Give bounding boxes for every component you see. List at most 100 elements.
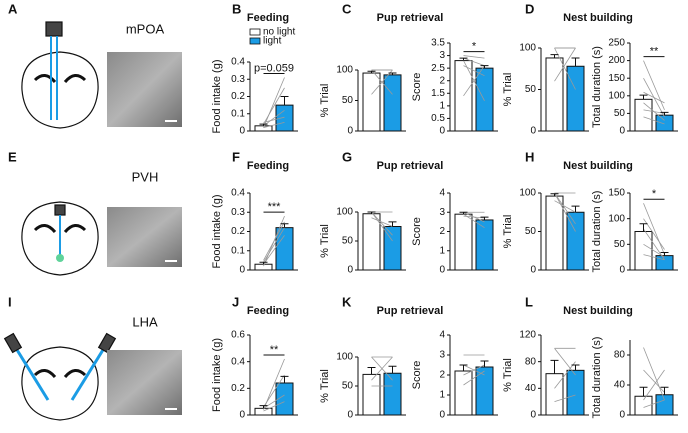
- region-label: mPOA: [126, 21, 165, 36]
- y-tick-label: 0.1: [231, 245, 245, 256]
- bar: [634, 98, 653, 132]
- error-bar: [571, 57, 580, 67]
- y-axis-label: % Trial: [502, 358, 514, 392]
- panel-title: Feeding: [247, 12, 289, 24]
- y-tick-label: 40: [525, 383, 537, 394]
- subject-line: [263, 227, 285, 263]
- brain-diagram: [3, 21, 117, 421]
- y-axis-label: Food intake (g): [211, 60, 223, 134]
- panel-title: Pup retrieval: [377, 12, 444, 24]
- bar: [362, 72, 381, 132]
- y-axis-label: Food intake (g): [211, 195, 223, 269]
- subject-line: [643, 369, 665, 393]
- subject-line: [643, 254, 665, 261]
- y-tick-label: 80: [614, 350, 626, 361]
- panel-title: Pup retrieval: [377, 305, 444, 317]
- panel-letter: F: [232, 149, 240, 164]
- y-tick-label: 100: [336, 352, 353, 363]
- y-tick-label: 2: [439, 226, 445, 237]
- error-bar: [259, 261, 268, 265]
- panel-letter: K: [342, 294, 352, 309]
- y-tick-label: 4: [439, 330, 445, 341]
- y-tick-label: 100: [519, 188, 536, 199]
- y-tick-label: 0: [347, 410, 353, 421]
- subject-line: [371, 217, 393, 227]
- bar: [655, 114, 674, 132]
- y-tick-label: 0: [530, 265, 536, 276]
- y-tick-label: 0: [619, 126, 625, 137]
- subject-line: [463, 370, 485, 386]
- y-tick-label: 100: [519, 43, 536, 54]
- significance-label: **: [650, 46, 659, 58]
- y-tick-label: 1: [439, 100, 445, 111]
- y-tick-label: 0: [439, 126, 445, 137]
- y-tick-label: 0.2: [231, 91, 245, 102]
- y-tick-label: 0: [530, 410, 536, 421]
- y-tick-label: 100: [608, 213, 625, 224]
- region-label: PVH: [132, 169, 159, 184]
- y-tick-label: 3: [439, 50, 445, 61]
- y-tick-label: 0.3: [231, 74, 245, 85]
- significance-label: **: [270, 344, 279, 356]
- bar: [655, 394, 674, 416]
- subject-line: [643, 369, 665, 401]
- bar: [545, 373, 564, 416]
- y-tick-label: 0.2: [231, 226, 245, 237]
- significance-label: p=0.059: [254, 62, 294, 74]
- y-axis-label: Score: [411, 361, 423, 390]
- subject-line: [263, 77, 285, 128]
- error-bar: [459, 211, 468, 215]
- error-bar: [660, 111, 669, 116]
- error-bar: [480, 65, 489, 69]
- y-tick-label: 2: [439, 370, 445, 381]
- y-axis-label: % Trial: [319, 84, 331, 118]
- bar: [475, 366, 494, 416]
- subject-line: [643, 116, 665, 125]
- subject-line: [371, 69, 393, 95]
- bar: [383, 372, 402, 416]
- y-tick-label: 4: [439, 188, 445, 199]
- y-tick-label: 0.3: [231, 207, 245, 218]
- y-axis-label: % Trial: [502, 215, 514, 249]
- y-tick-label: 50: [614, 239, 626, 250]
- y-tick-label: 100: [336, 207, 353, 218]
- subject-line: [643, 347, 665, 401]
- y-tick-label: 0: [347, 265, 353, 276]
- error-bar: [459, 364, 468, 371]
- bar: [383, 74, 402, 132]
- panel-title: Nest building: [563, 160, 633, 172]
- error-bar: [480, 216, 489, 220]
- y-axis-label: Total duration (s): [591, 46, 603, 128]
- bar: [275, 104, 294, 132]
- y-tick-label: 0.6: [231, 330, 245, 341]
- bar: [545, 57, 564, 132]
- y-tick-label: 0.4: [231, 188, 245, 199]
- y-axis-label: % Trial: [319, 369, 331, 403]
- bar: [275, 227, 294, 271]
- y-tick-label: 0: [619, 265, 625, 276]
- legend-label: no light: [263, 27, 295, 38]
- y-tick-label: 100: [608, 90, 625, 101]
- subject-line: [643, 243, 665, 258]
- y-tick-label: 3: [439, 350, 445, 361]
- subject-line: [463, 57, 485, 67]
- subject-line: [554, 47, 576, 82]
- error-bar: [388, 365, 397, 374]
- y-tick-label: 50: [525, 226, 537, 237]
- error-bar: [259, 123, 268, 126]
- error-bar: [280, 375, 289, 383]
- panel-title: Nest building: [563, 305, 633, 317]
- bar: [454, 370, 473, 416]
- y-axis-label: % Trial: [319, 224, 331, 258]
- significance-label: *: [652, 188, 657, 200]
- subject-line: [371, 356, 393, 381]
- subject-line: [263, 116, 285, 123]
- panel-title: Feeding: [247, 160, 289, 172]
- region-label: LHA: [132, 314, 158, 329]
- y-tick-label: 1: [439, 390, 445, 401]
- subject-line: [554, 394, 576, 403]
- panel-letter: E: [8, 149, 17, 164]
- y-axis-label: Total duration (s): [591, 191, 603, 273]
- bar: [655, 255, 674, 271]
- y-tick-label: 0.2: [231, 383, 245, 394]
